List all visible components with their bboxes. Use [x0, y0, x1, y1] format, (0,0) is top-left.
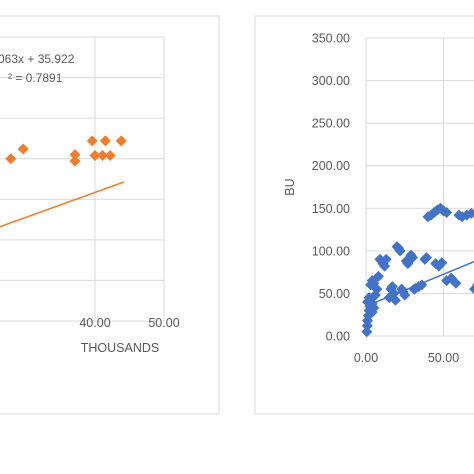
left-chart-area	[0, 15, 220, 415]
right-data-point	[366, 298, 378, 310]
left-data-point	[89, 149, 101, 161]
right-y-tick-label: 50.00	[319, 287, 350, 301]
trendline-r2: ² = 0.7891	[8, 71, 63, 85]
left-trendline	[0, 181, 125, 228]
left-data-point	[86, 135, 98, 147]
left-data-point	[69, 149, 81, 161]
left-series	[5, 135, 127, 167]
right-series	[361, 202, 474, 338]
left-data-point	[5, 153, 17, 165]
right-data-point	[394, 245, 406, 257]
left-data-point	[115, 135, 127, 147]
right-y-tick-label: 250.00	[312, 117, 350, 131]
right-y-tick-label: 0.00	[326, 330, 350, 344]
right-y-tick-label: 100.00	[312, 244, 350, 258]
right-x-tick-label: 0.00	[354, 351, 378, 365]
right-data-point	[436, 257, 448, 269]
left-data-point	[97, 149, 109, 161]
right-data-point	[469, 284, 474, 295]
right-data-point	[399, 289, 411, 301]
right-data-point	[450, 277, 462, 289]
right-y-tick-label: 350.00	[312, 32, 350, 46]
left-data-point	[69, 155, 81, 167]
left-trendline-path	[0, 181, 125, 228]
right-y-axis-title: BU	[283, 178, 297, 195]
right-data-point	[420, 252, 432, 264]
right-data-point	[371, 283, 383, 295]
right-data-point	[372, 270, 384, 282]
right-y-tick-labels: 0.00 50.00 100.00 150.00 200.00 250.00 300.00 3…	[312, 32, 350, 344]
right-x-tick-label: 50.00	[428, 351, 459, 365]
left-data-point	[104, 149, 116, 161]
trendline-equation: 063x + 35.922	[0, 52, 75, 66]
right-data-point	[380, 253, 392, 265]
right-data-point	[389, 294, 401, 306]
right-y-tick-label: 200.00	[312, 159, 350, 173]
right-y-tick-label: 150.00	[312, 202, 350, 216]
right-data-point	[465, 207, 474, 219]
right-x-tick-labels: 0.00 50.00	[354, 351, 459, 365]
left-x-tick-label: 40.00	[79, 316, 110, 330]
left-data-point	[17, 143, 29, 155]
right-data-point	[416, 279, 428, 291]
left-x-axis-title: THOUSANDS	[81, 341, 159, 355]
right-data-point	[407, 252, 418, 264]
left-data-point	[99, 135, 111, 147]
right-data-point	[441, 207, 453, 219]
left-x-tick-labels: 40.00 50.00	[79, 316, 179, 330]
right-y-tick-label: 300.00	[312, 74, 350, 88]
left-x-tick-label: 50.00	[148, 316, 179, 330]
